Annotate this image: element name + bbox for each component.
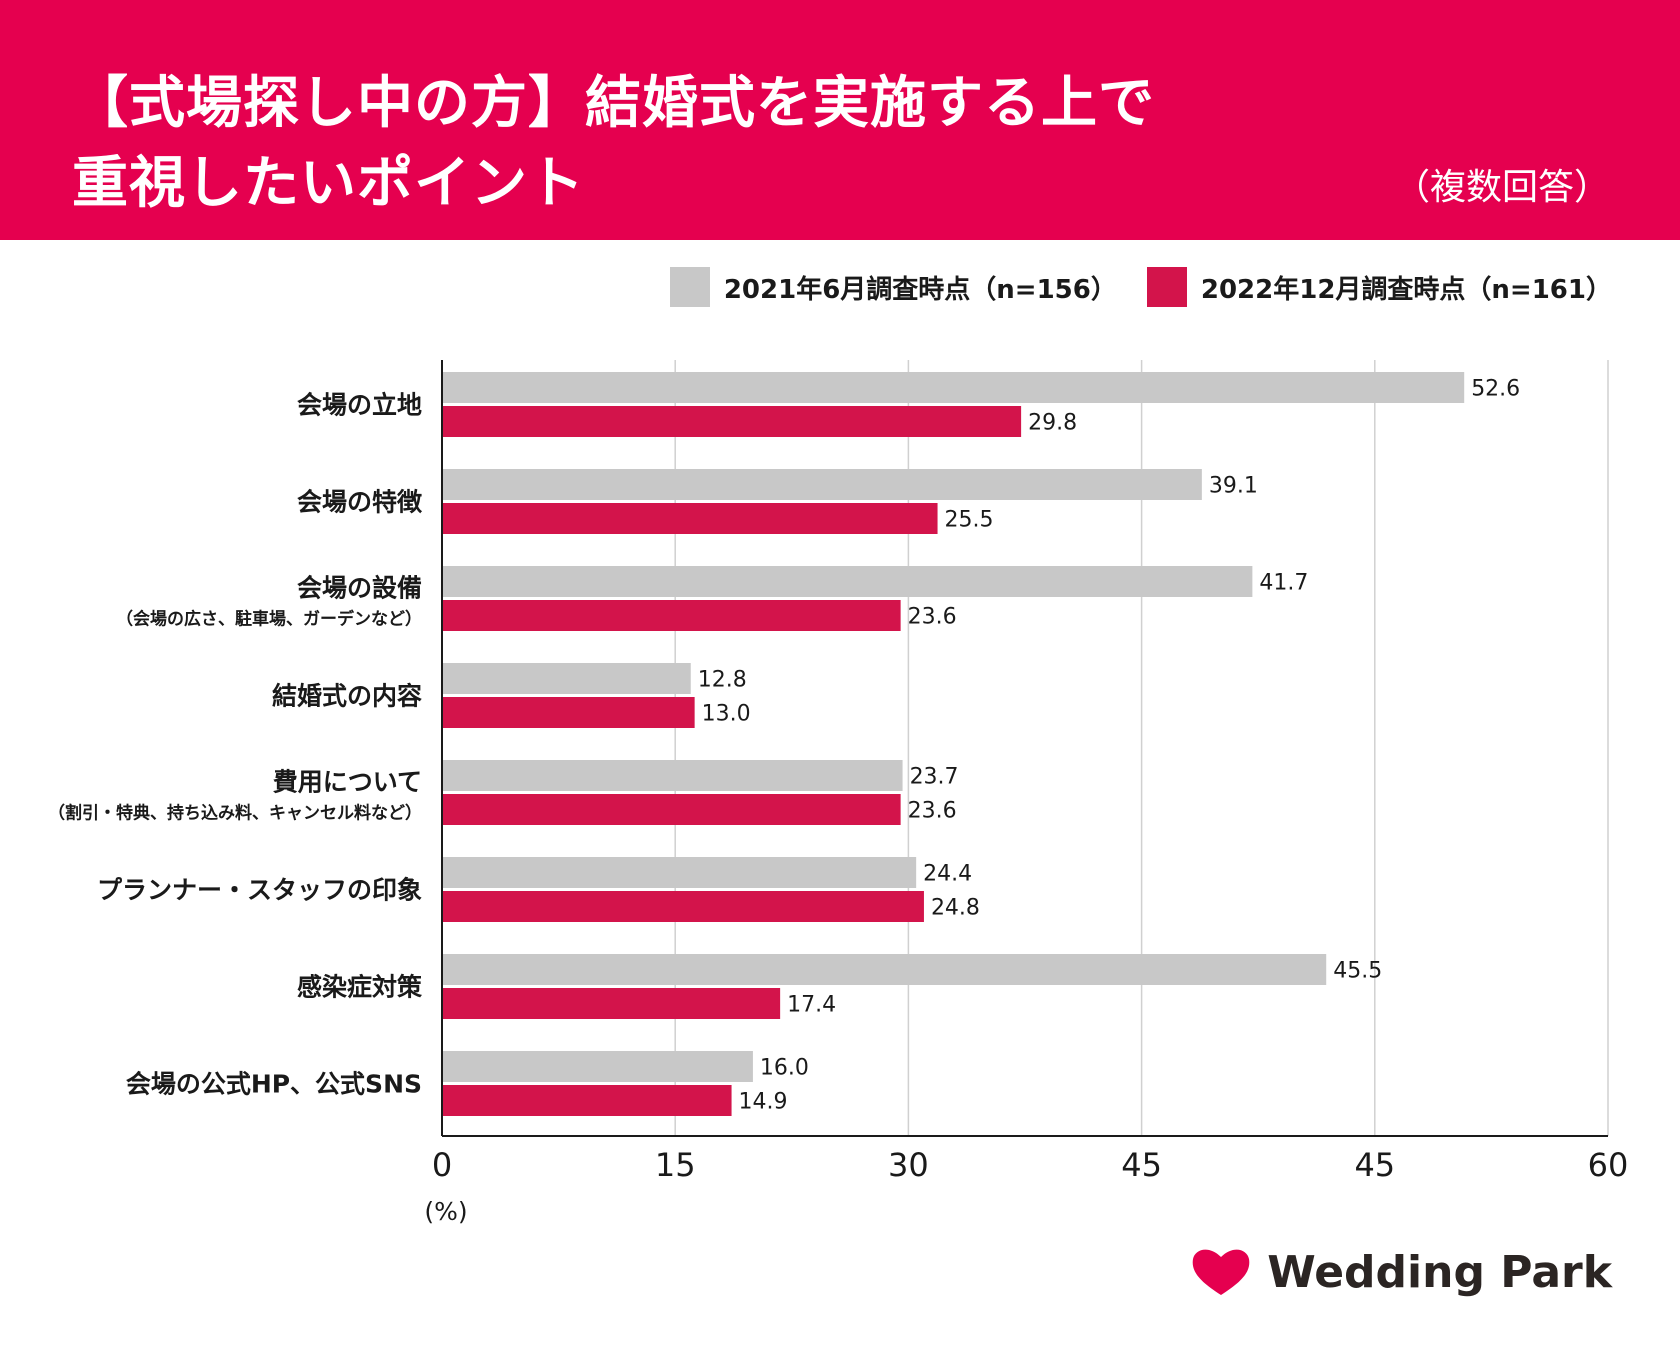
legend-item-2022: 2022年12月調査時点（n=161） bbox=[1146, 267, 1612, 307]
legend: 2021年6月調査時点（n=156） 2022年12月調査時点（n=161） bbox=[640, 266, 1612, 308]
bar-2021 bbox=[442, 857, 917, 888]
bar-2022 bbox=[442, 600, 901, 631]
x-tick-label: 15 bbox=[655, 1146, 696, 1184]
value-label-2021: 12.8 bbox=[698, 668, 747, 693]
legend-swatch-2022 bbox=[1146, 267, 1187, 307]
legend-swatch-2021 bbox=[669, 267, 710, 307]
x-tick-label: 30 bbox=[888, 1146, 929, 1184]
category-label: 結婚式の内容 bbox=[272, 682, 422, 711]
heart-icon bbox=[1192, 1249, 1250, 1295]
value-label-2021: 45.5 bbox=[1333, 959, 1382, 984]
value-label-2022: 23.6 bbox=[908, 799, 957, 824]
bar-2021 bbox=[442, 663, 691, 694]
value-label-2022: 24.8 bbox=[931, 896, 980, 921]
header-banner: 【式場探し中の方】結婚式を実施する上で 重視したいポイント （複数回答） bbox=[0, 0, 1680, 240]
bar-2022 bbox=[442, 697, 695, 728]
bar-2022 bbox=[442, 891, 924, 922]
category-label: 会場の立地 bbox=[297, 391, 422, 420]
bar-2022 bbox=[442, 503, 938, 534]
value-label-2021: 16.0 bbox=[760, 1056, 809, 1081]
chart-title-line-2: 重視したいポイント bbox=[72, 151, 585, 216]
bar-2021 bbox=[442, 760, 903, 791]
category-sublabel: （割引・特典、持ち込み料、キャンセル料など） bbox=[48, 803, 422, 824]
value-label-2022: 25.5 bbox=[945, 508, 994, 533]
value-label-2022: 23.6 bbox=[908, 605, 957, 630]
chart-title-line-1: 【式場探し中の方】結婚式を実施する上で bbox=[72, 71, 1155, 136]
legend-label-2022: 2022年12月調査時点（n=161） bbox=[1200, 274, 1612, 305]
category-label: 会場の公式HP、公式SNS bbox=[126, 1070, 422, 1099]
category-label: 費用について bbox=[272, 768, 422, 797]
logo-text: Wedding Park bbox=[1267, 1246, 1612, 1298]
value-label-2021: 52.6 bbox=[1471, 377, 1520, 402]
bar-chart: 52.6 29.8 会場の立地 39.1 25.5 会場の特徴 41.7 23.6 会場の設備 （… bbox=[48, 360, 1629, 1226]
x-tick-label: 60 bbox=[1588, 1146, 1629, 1184]
value-label-2022: 14.9 bbox=[739, 1090, 788, 1115]
wedding-park-logo: Wedding Park bbox=[1189, 1242, 1612, 1302]
value-label-2021: 41.7 bbox=[1259, 571, 1308, 596]
legend-label-2021: 2021年6月調査時点（n=156） bbox=[723, 274, 1117, 305]
bar-2021 bbox=[442, 469, 1202, 500]
bar-2022 bbox=[442, 794, 901, 825]
category-label: 会場の特徴 bbox=[297, 488, 423, 517]
value-label-2022: 29.8 bbox=[1028, 411, 1077, 436]
category-label: プランナー・スタッフの印象 bbox=[97, 876, 422, 905]
value-label-2021: 39.1 bbox=[1209, 474, 1258, 499]
x-tick-label: 45 bbox=[1354, 1146, 1395, 1184]
bar-2022 bbox=[442, 1085, 732, 1116]
value-label-2021: 24.4 bbox=[923, 862, 972, 887]
category-label: 感染症対策 bbox=[297, 973, 423, 1002]
x-tick-label: 0 bbox=[432, 1146, 452, 1184]
bar-2021 bbox=[442, 954, 1327, 985]
value-label-2022: 13.0 bbox=[702, 702, 751, 727]
bar-2021 bbox=[442, 1051, 753, 1082]
bar-2021 bbox=[442, 372, 1465, 403]
x-axis-unit-label: (%) bbox=[424, 1197, 467, 1226]
multiple-answer-note: （複数回答） bbox=[1393, 167, 1610, 208]
bar-2022 bbox=[442, 988, 781, 1019]
bar-2022 bbox=[442, 406, 1022, 437]
value-label-2021: 23.7 bbox=[910, 765, 959, 790]
value-label-2022: 17.4 bbox=[787, 993, 836, 1018]
legend-item-2021: 2021年6月調査時点（n=156） bbox=[669, 267, 1117, 307]
category-label: 会場の設備 bbox=[297, 574, 422, 603]
category-sublabel: （会場の広さ、駐車場、ガーデンなど） bbox=[116, 609, 422, 630]
bar-2021 bbox=[442, 566, 1253, 597]
x-tick-label: 45 bbox=[1121, 1146, 1162, 1184]
